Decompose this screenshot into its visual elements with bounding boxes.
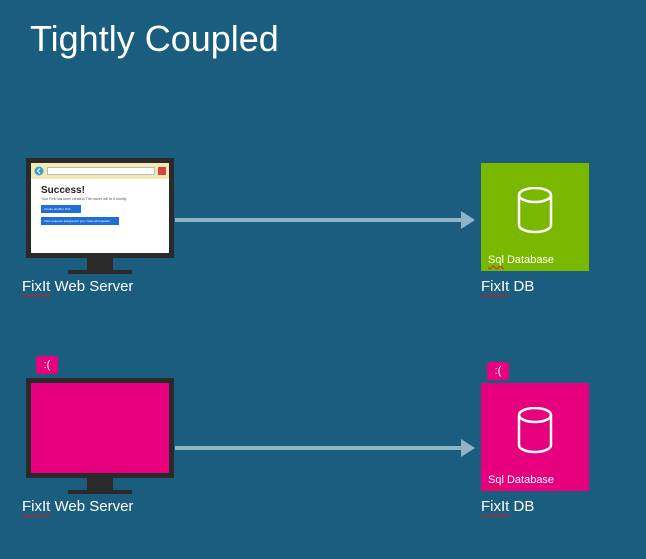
window-close-icon [158, 167, 166, 175]
db-tile-label: Sql Database [488, 254, 554, 266]
address-bar [47, 167, 155, 175]
db-label: FixIt DB [481, 278, 534, 295]
arrow-icon [175, 436, 475, 460]
db-label: FixIt DB [481, 498, 534, 515]
success-heading: Success! [41, 185, 159, 196]
monitor-stand [87, 258, 113, 270]
create-another-button: Create another FixIt [41, 205, 81, 213]
browser-chrome [31, 163, 169, 179]
view-requests-button: View requests assigned to you / View all… [41, 217, 119, 225]
web-server-label: FixIt Web Server [22, 278, 133, 295]
monitor-stand [87, 478, 113, 490]
arrow-icon [175, 208, 475, 232]
sad-face-icon: :( [36, 356, 58, 374]
back-icon [34, 166, 44, 176]
success-subtext: Your FixIt has been created! The owner w… [41, 197, 159, 201]
monitor-base [68, 270, 132, 274]
browser-body: Success! Your FixIt has been created! Th… [31, 179, 169, 253]
monitor: Success! Your FixIt has been created! Th… [26, 158, 174, 274]
connection-arrow [175, 436, 475, 460]
web-server-label: FixIt Web Server [22, 498, 133, 515]
monitor-screen [26, 378, 174, 478]
sad-face-icon: :( [487, 362, 509, 380]
database-tile: Sql Database [481, 163, 589, 271]
page-title: Tightly Coupled [30, 18, 279, 60]
database-icon [515, 187, 555, 235]
database-icon-wrap [515, 407, 555, 460]
diagram-row: FixIt Web Server Sql DatabaseFixIt DB:(:… [0, 378, 646, 548]
diagram-canvas: Tightly Coupled Success! Your FixIt has … [0, 0, 646, 559]
monitor-screen: Success! Your FixIt has been created! Th… [26, 158, 174, 258]
monitor [26, 378, 174, 494]
database-icon-wrap [515, 187, 555, 240]
diagram-row: Success! Your FixIt has been created! Th… [0, 158, 646, 328]
database-tile: Sql Database [481, 383, 589, 491]
monitor-base [68, 490, 132, 494]
db-tile-label: Sql Database [488, 474, 554, 486]
connection-arrow [175, 208, 475, 232]
database-icon [515, 407, 555, 455]
